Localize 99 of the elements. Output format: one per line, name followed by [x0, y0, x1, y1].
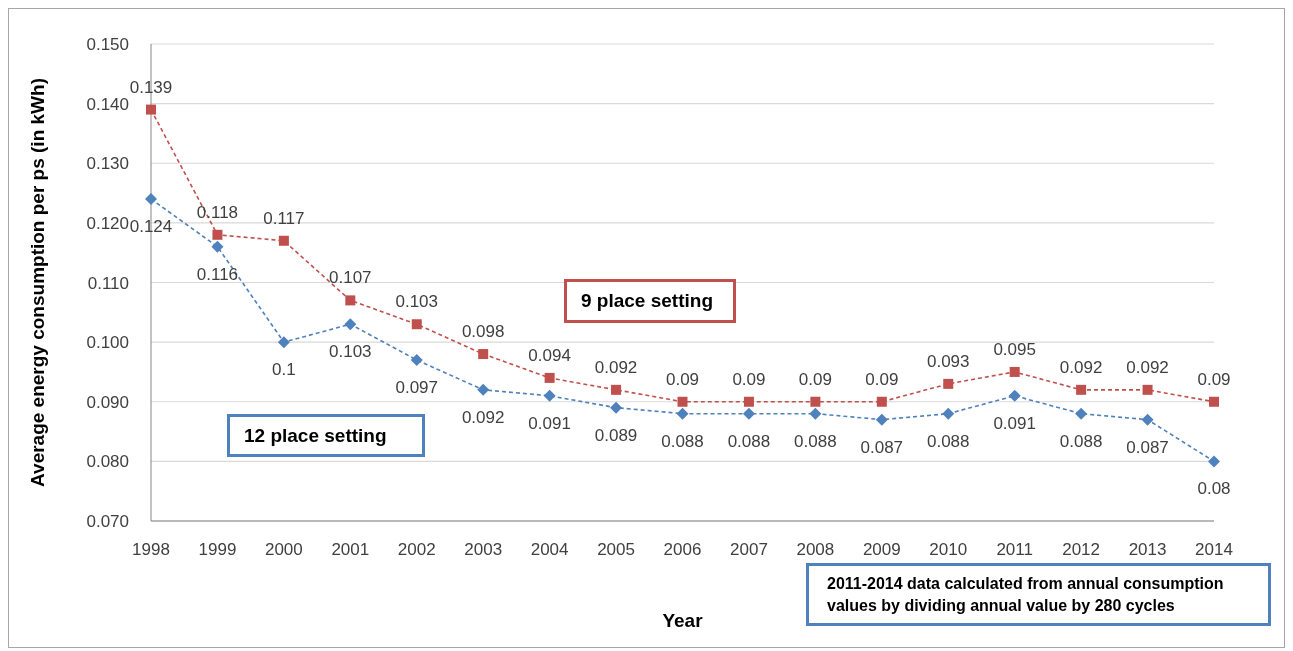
point	[1008, 389, 1021, 402]
point	[875, 413, 888, 426]
x-axis-title: Year	[662, 610, 704, 632]
text: 9 place setting	[581, 290, 713, 312]
y-tick-label: 0.150	[86, 35, 129, 55]
point	[677, 396, 688, 407]
point	[676, 407, 689, 420]
data-label: 0.088	[926, 431, 970, 451]
data-label: 0.09	[865, 369, 899, 389]
point	[344, 318, 357, 331]
data-label: 0.1	[272, 360, 296, 380]
y-axis-title: Average energy consumption per ps (in kWh)	[26, 78, 48, 487]
point	[1076, 384, 1087, 395]
x-tick-label: 2003	[464, 540, 503, 560]
x-tick-label: 2010	[929, 540, 968, 560]
data-label: 0.124	[129, 217, 173, 237]
y-tick-label: 0.140	[86, 94, 129, 114]
y-tick-label: 0.100	[86, 333, 129, 353]
x-tick-label: 1998	[132, 540, 170, 560]
point	[146, 104, 156, 115]
y-tick-label: 0.080	[86, 452, 129, 472]
data-label: 0.092	[1126, 357, 1169, 377]
data-label: 0.092	[461, 407, 505, 427]
point	[1209, 396, 1219, 407]
x-tick-label: 2012	[1062, 540, 1101, 560]
data-label: 0.097	[395, 378, 439, 398]
data-label: 0.093	[926, 351, 970, 371]
x-tick-label: 2011	[996, 540, 1033, 560]
point	[410, 354, 423, 367]
point	[1141, 413, 1154, 426]
data-label: 0.117	[263, 208, 305, 228]
data-label: 0.089	[594, 425, 638, 445]
data-label: 0.094	[528, 345, 571, 365]
point	[478, 349, 489, 360]
y-tick-label: 0.070	[86, 512, 129, 532]
data-label: 0.09	[1197, 369, 1231, 389]
y-tick-label: 0.110	[87, 273, 129, 293]
data-label: 0.118	[196, 202, 239, 222]
data-label: 0.092	[594, 357, 638, 377]
y-tick-label: 0.130	[86, 154, 129, 174]
point	[810, 396, 821, 407]
x-tick-label: 2000	[264, 540, 303, 560]
data-label: 0.08	[1197, 479, 1231, 499]
data-label: 0.09	[732, 369, 766, 389]
data-label: 0.09	[665, 369, 700, 389]
point	[543, 389, 556, 402]
x-tick-label: 2002	[397, 540, 436, 560]
point	[212, 229, 223, 240]
x-tick-label: 2009	[862, 540, 901, 560]
point	[943, 378, 954, 389]
data-label: 0.103	[395, 292, 439, 312]
data-label: 0.087	[860, 437, 904, 457]
point	[610, 401, 623, 414]
text: 12 place setting	[244, 424, 387, 447]
x-tick-label: 2001	[331, 540, 370, 560]
point	[743, 396, 754, 407]
x-tick-label: 1999	[198, 540, 237, 560]
point	[278, 235, 289, 246]
y-tick-label: 0.090	[86, 392, 129, 412]
data-label: 0.087	[1126, 437, 1169, 457]
point	[277, 336, 290, 349]
data-label: 0.116	[196, 264, 239, 284]
x-tick-label: 2014	[1195, 540, 1233, 560]
point	[742, 407, 755, 420]
y-tick-label: 0.120	[86, 213, 129, 233]
data-label: 0.088	[727, 431, 771, 451]
point	[611, 384, 622, 395]
data-label: 0.088	[661, 431, 704, 451]
data-label: 0.091	[993, 413, 1036, 433]
point	[1208, 455, 1220, 468]
point	[477, 383, 490, 396]
point	[211, 240, 224, 253]
data-label: 0.107	[329, 268, 372, 288]
point	[145, 193, 157, 206]
point	[345, 295, 356, 306]
x-tick-label: 2004	[530, 540, 569, 560]
point	[544, 372, 555, 383]
point	[1009, 366, 1020, 377]
data-label: 0.098	[461, 322, 505, 342]
text: 2011-2014 data calculated from annual consumption values by dividing annual value by 280 cycles	[827, 575, 1224, 614]
data-label: 0.088	[1059, 431, 1103, 451]
x-tick-label: 2013	[1128, 540, 1167, 560]
data-label: 0.092	[1059, 357, 1103, 377]
data-label: 0.139	[129, 77, 173, 97]
data-label: 0.095	[993, 339, 1036, 359]
point	[876, 396, 887, 407]
point	[411, 319, 422, 330]
point	[809, 407, 822, 420]
point	[1075, 407, 1088, 420]
data-label: 0.088	[794, 431, 837, 451]
data-label: 0.091	[528, 413, 571, 433]
x-tick-label: 2008	[796, 540, 835, 560]
point	[942, 407, 955, 420]
point	[1142, 384, 1153, 395]
x-tick-label: 2007	[730, 540, 768, 560]
data-label: 0.09	[798, 369, 832, 389]
data-label: 0.103	[329, 342, 372, 362]
x-tick-label: 2005	[597, 540, 635, 560]
x-tick-label: 2006	[663, 540, 702, 560]
